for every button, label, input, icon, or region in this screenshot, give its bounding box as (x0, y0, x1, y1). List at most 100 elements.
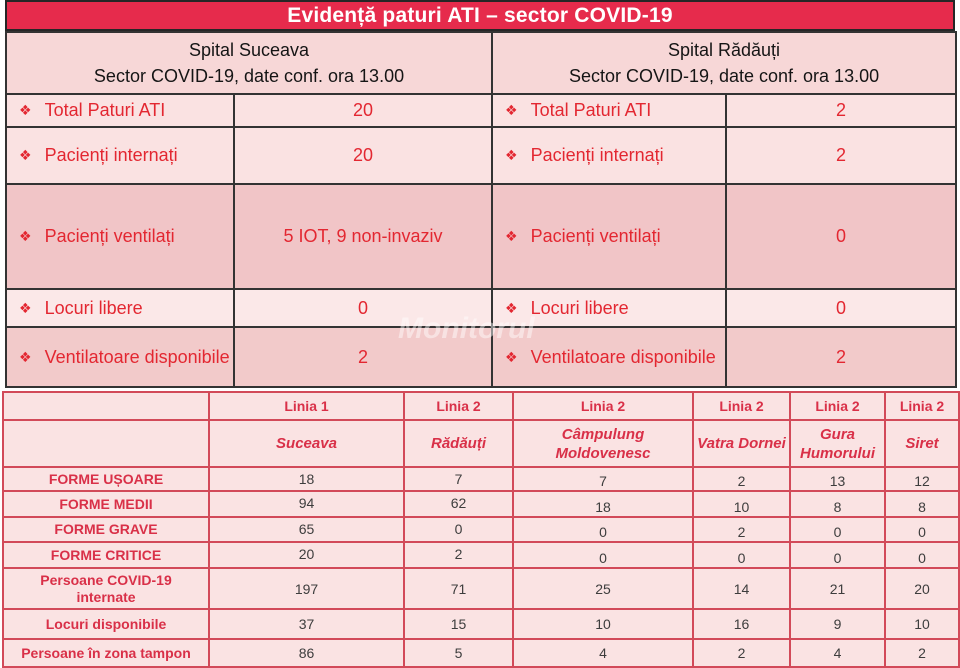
stat-label-cell: ❖ Pacienți ventilați (5, 183, 235, 290)
cell-value: 2 (692, 466, 791, 492)
cell-value: 197 (208, 567, 405, 610)
stat-label-cell: ❖ Locuri libere (5, 288, 235, 328)
city-header: Câmpulung Moldovenesc (512, 419, 694, 468)
cell-value: 10 (512, 608, 694, 640)
table-row: FORME UȘOARE 18 7 7 2 13 12 (2, 466, 960, 492)
diamond-bullet-icon: ❖ (505, 348, 518, 365)
cell-value: 0 (403, 516, 514, 543)
stat-value: 2 (725, 326, 958, 388)
cell-value: 2 (692, 516, 791, 543)
corner-cell (2, 419, 210, 468)
cell-value: 2 (692, 638, 791, 668)
line-header: Linia 2 (403, 391, 514, 421)
stat-value: 20 (232, 93, 494, 128)
cell-value: 94 (208, 490, 405, 518)
diamond-bullet-icon: ❖ (19, 228, 32, 244)
cell-value: 37 (208, 608, 405, 640)
stat-value: 5 IOT, 9 non-invaziv (232, 183, 494, 290)
cell-value: 0 (512, 541, 694, 569)
stat-value: 0 (725, 288, 958, 328)
stat-value: 20 (232, 126, 494, 185)
cell-value: 8 (884, 490, 960, 518)
city-header: Rădăuți (403, 419, 514, 468)
hospital-subtitle: Sector COVID-19, date conf. ora 13.00 (568, 66, 880, 86)
city-header: Suceava (208, 419, 405, 468)
cell-value: 2 (403, 541, 514, 569)
stat-label-cell: ❖ Total Paturi ATI (5, 93, 235, 128)
stat-label: Locuri libere (44, 297, 143, 318)
table-row: Persoane în zona tampon 86 5 4 2 4 2 (2, 638, 960, 668)
cell-value: 62 (403, 490, 514, 518)
stat-label: Total Paturi ATI (44, 100, 166, 120)
row-label: FORME GRAVE (2, 516, 210, 543)
stat-label: Pacienți ventilați (44, 226, 175, 246)
row-label: FORME CRITICE (2, 541, 210, 569)
stat-label: Locuri libere (530, 297, 629, 318)
row-label: FORME UȘOARE (2, 466, 210, 492)
city-header: Gura Humorului (789, 419, 886, 468)
cell-value: 20 (208, 541, 405, 569)
stat-label: Ventilatoare disponibile (530, 346, 716, 367)
stat-label: Pacienți ventilați (530, 226, 661, 246)
hospital-header-suceava: Spital Suceava Sector COVID-19, date con… (4, 31, 494, 95)
cell-value: 21 (789, 567, 886, 610)
stat-label-cell: ❖ Ventilatoare disponibile (5, 326, 235, 388)
hospital-header-radauti: Spital Rădăuți Sector COVID-19, date con… (491, 31, 958, 95)
severity-by-city-table: Linia 1 Linia 2 Linia 2 Linia 2 Linia 2 … (2, 391, 960, 668)
line-header: Linia 2 (512, 391, 694, 421)
row-label: FORME MEDII (2, 490, 210, 518)
cell-value: 4 (789, 638, 886, 668)
cell-value: 4 (512, 638, 694, 668)
row-label: Persoane în zona tampon (2, 638, 210, 668)
diamond-bullet-icon: ❖ (505, 147, 518, 163)
cell-value: 14 (692, 567, 791, 610)
table-row: Locuri disponibile 37 15 10 16 9 10 (2, 608, 960, 640)
stat-label-cell: ❖ Pacienți ventilați (491, 183, 728, 290)
cell-value: 0 (884, 516, 960, 543)
diamond-bullet-icon: ❖ (19, 299, 32, 316)
cell-value: 7 (403, 466, 514, 492)
cell-value: 18 (208, 466, 405, 492)
city-header: Vatra Dornei (692, 419, 791, 468)
cell-value: 16 (692, 608, 791, 640)
table-row: FORME GRAVE 65 0 0 2 0 0 (2, 516, 960, 543)
diamond-bullet-icon: ❖ (19, 348, 32, 365)
cell-value: 15 (403, 608, 514, 640)
row-label: Persoane COVID-19 internate (2, 567, 210, 610)
page-title: Evidență paturi ATI – sector COVID-19 (5, 0, 955, 31)
stat-value: 0 (232, 288, 494, 328)
stat-value: 2 (232, 326, 494, 388)
diamond-bullet-icon: ❖ (19, 102, 32, 118)
stat-label-cell: ❖ Locuri libere (491, 288, 728, 328)
stat-label: Ventilatoare disponibile (44, 346, 230, 367)
stat-label: Total Paturi ATI (530, 100, 652, 120)
row-label: Locuri disponibile (2, 608, 210, 640)
stat-value: 0 (725, 183, 958, 290)
cell-value: 0 (692, 541, 791, 569)
table-row: Persoane COVID-19 internate 197 71 25 14… (2, 567, 960, 610)
cell-value: 10 (884, 608, 960, 640)
diamond-bullet-icon: ❖ (505, 299, 518, 316)
diamond-bullet-icon: ❖ (505, 102, 518, 118)
stat-label-cell: ❖ Total Paturi ATI (491, 93, 728, 128)
ati-stats-table: Spital Suceava Sector COVID-19, date con… (4, 31, 958, 388)
cell-value: 5 (403, 638, 514, 668)
stat-value: 2 (725, 93, 958, 128)
cell-value: 8 (789, 490, 886, 518)
stat-label-cell: ❖ Pacienți internați (491, 126, 728, 185)
cell-value: 0 (789, 541, 886, 569)
stat-label-cell: ❖ Ventilatoare disponibile (491, 326, 728, 388)
cell-value: 18 (512, 490, 694, 518)
line-header: Linia 2 (884, 391, 960, 421)
line-header: Linia 2 (692, 391, 791, 421)
cell-value: 86 (208, 638, 405, 668)
cell-value: 0 (789, 516, 886, 543)
hospital-subtitle: Sector COVID-19, date conf. ora 13.00 (93, 66, 405, 86)
cell-value: 2 (884, 638, 960, 668)
diamond-bullet-icon: ❖ (19, 147, 32, 163)
table-row: FORME MEDII 94 62 18 10 8 8 (2, 490, 960, 518)
line-header: Linia 1 (208, 391, 405, 421)
stat-label-cell: ❖ Pacienți internați (5, 126, 235, 185)
cell-value: 25 (512, 567, 694, 610)
